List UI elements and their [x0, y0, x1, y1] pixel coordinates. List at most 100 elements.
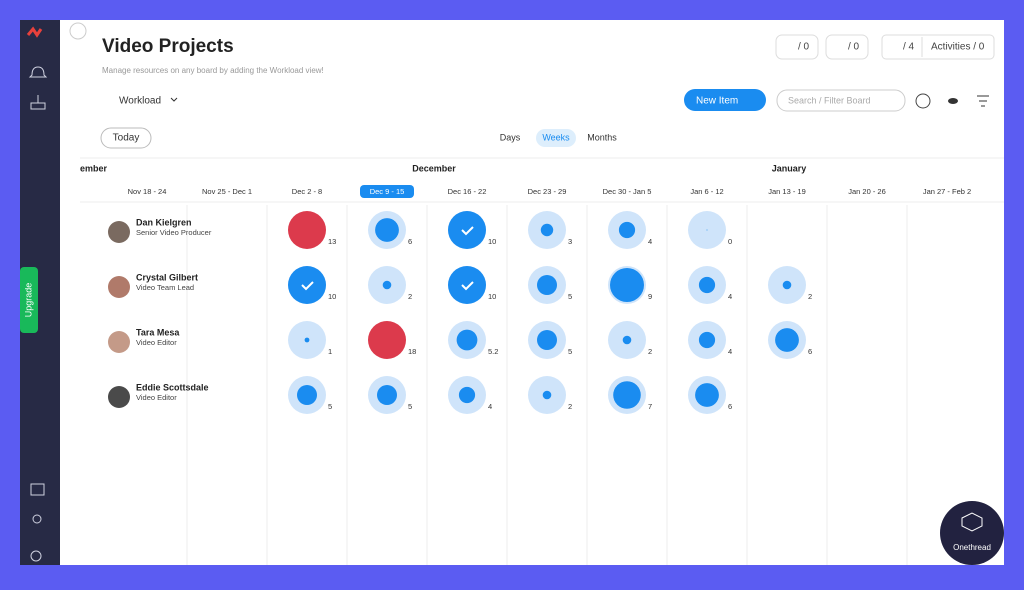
month-label: January [772, 163, 807, 173]
workload-value: 7 [648, 402, 652, 411]
view-selector[interactable]: Workload [119, 96, 161, 107]
workload-bubble[interactable] [297, 385, 317, 405]
week-label: Jan 6 - 12 [690, 187, 723, 196]
top-button-label[interactable]: / 0 [848, 42, 860, 53]
workload-bubble[interactable] [375, 218, 399, 242]
top-button-label[interactable]: / 4 [903, 42, 915, 53]
new-item-button[interactable] [684, 89, 766, 111]
workload-bubble[interactable] [610, 268, 644, 302]
avatar [108, 276, 130, 298]
person-role: Video Team Lead [136, 283, 194, 292]
today-button[interactable] [100, 127, 152, 149]
workload-bubble[interactable] [304, 337, 310, 343]
workload-bubble[interactable] [622, 335, 632, 345]
workload-value: 10 [488, 292, 496, 301]
search-icon[interactable] [30, 550, 42, 562]
avatar [108, 221, 130, 243]
check-icon [461, 281, 474, 291]
collapse-button[interactable] [69, 22, 87, 40]
watermark: Onethread [953, 543, 991, 552]
scale-option[interactable]: Days [500, 132, 521, 142]
workload-value: 13 [328, 237, 336, 246]
bell-icon[interactable] [28, 66, 48, 78]
scale-option[interactable]: Months [587, 132, 617, 142]
workload-bubble[interactable] [377, 385, 397, 405]
top-button[interactable] [775, 34, 819, 60]
workload-value: 6 [808, 347, 812, 356]
person-role: Senior Video Producer [136, 228, 212, 237]
person-name: Tara Mesa [136, 327, 180, 337]
week-label: Nov 18 - 24 [128, 187, 167, 196]
workload-value: 4 [648, 237, 652, 246]
top-button-label[interactable]: Activities / 0 [931, 42, 985, 53]
workload-bubble[interactable] [706, 229, 708, 231]
workload-value: 6 [728, 402, 732, 411]
week-label: Dec 2 - 8 [292, 187, 322, 196]
workload-value: 5.2 [488, 347, 498, 356]
workload-bubble[interactable] [368, 321, 406, 359]
workload-bubble[interactable] [448, 266, 486, 304]
person-role: Video Editor [136, 393, 177, 402]
workload-bubble[interactable] [542, 390, 552, 400]
search-placeholder[interactable]: Search / Filter Board [788, 95, 871, 105]
top-button[interactable] [825, 34, 869, 60]
profile-icon[interactable] [915, 93, 931, 109]
week-label: Dec 16 - 22 [448, 187, 487, 196]
week-label: Jan 13 - 19 [768, 187, 806, 196]
workload-bubble[interactable] [456, 329, 478, 351]
user-icon[interactable] [32, 514, 42, 524]
check-icon [301, 281, 314, 291]
workload-bubble[interactable] [613, 381, 641, 409]
workload-value: 6 [408, 237, 412, 246]
workload-value: 2 [568, 402, 572, 411]
workload-value: 5 [568, 347, 572, 356]
workload-bubble[interactable] [540, 223, 554, 237]
inbox-icon[interactable] [30, 95, 46, 110]
week-label: Jan 27 - Feb 2 [923, 187, 971, 196]
upgrade-label[interactable]: Upgrade [23, 283, 33, 318]
workload-value: 0 [728, 237, 732, 246]
workload-value: 4 [728, 347, 732, 356]
workload-bubble[interactable] [775, 328, 799, 352]
top-button-label[interactable]: / 0 [798, 42, 810, 53]
filter-icon[interactable] [977, 95, 989, 107]
week-label: Dec 23 - 29 [528, 187, 567, 196]
workload-bubble[interactable] [448, 211, 486, 249]
search-box[interactable] [776, 89, 906, 112]
today-label[interactable]: Today [113, 133, 140, 144]
week-label: Jan 20 - 26 [848, 187, 886, 196]
workload-bubble[interactable] [288, 211, 326, 249]
eye-icon[interactable] [948, 98, 958, 104]
week-label: Dec 30 - Jan 5 [603, 187, 652, 196]
watermark-badge [940, 501, 1004, 565]
workload-value: 4 [728, 292, 732, 301]
subtitle: Manage resources on any board by adding … [102, 66, 324, 75]
workload-bubble[interactable] [288, 266, 326, 304]
workload-bubble[interactable] [698, 331, 716, 349]
workload-bubble[interactable] [618, 221, 636, 239]
calendar-icon[interactable] [30, 483, 45, 496]
workload-value: 3 [568, 237, 572, 246]
workload-bubble[interactable] [382, 280, 392, 290]
person-role: Video Editor [136, 338, 177, 347]
workload-value: 1 [328, 347, 332, 356]
workload-bubble[interactable] [458, 386, 476, 404]
check-icon [461, 226, 474, 236]
workload-bubble[interactable] [695, 383, 719, 407]
workload-bubble[interactable] [537, 275, 557, 295]
week-selected [360, 185, 414, 198]
scale-option[interactable]: Weeks [542, 132, 570, 142]
upgrade-button[interactable] [20, 267, 38, 333]
workload-bubble[interactable] [782, 280, 792, 290]
workload-value: 4 [488, 402, 492, 411]
new-item-label[interactable]: New Item [696, 96, 738, 107]
workload-value: 5 [408, 402, 412, 411]
top-button[interactable] [881, 34, 995, 60]
person-name: Crystal Gilbert [136, 272, 198, 282]
workload-bubble[interactable] [537, 330, 557, 350]
workload-value: 5 [328, 402, 332, 411]
workload-bubble[interactable] [698, 276, 716, 294]
workload-value: 2 [408, 292, 412, 301]
workload-value: 2 [808, 292, 812, 301]
